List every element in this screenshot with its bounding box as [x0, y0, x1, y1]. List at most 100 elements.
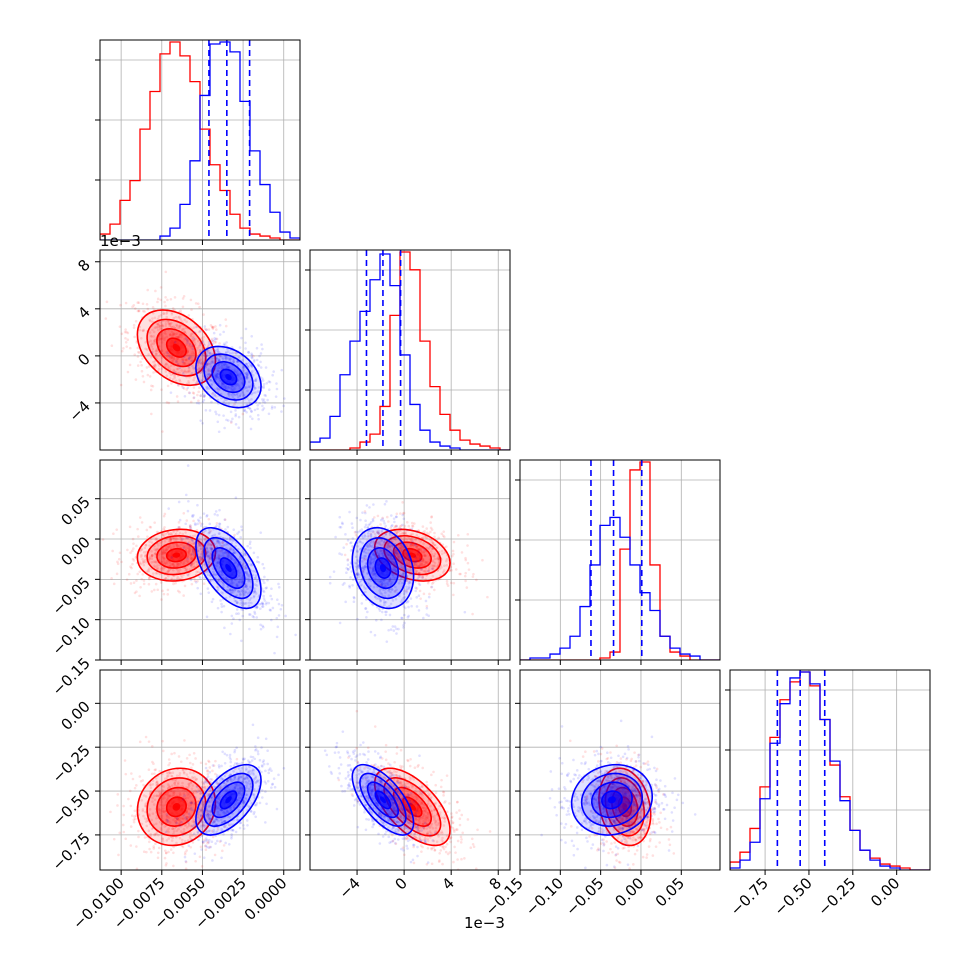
scatter-point	[178, 326, 182, 329]
scatter-point	[159, 337, 163, 340]
scatter-point	[186, 554, 190, 557]
scatter-point	[149, 832, 153, 836]
scatter-point	[211, 391, 215, 395]
scatter-point	[169, 771, 172, 775]
scatter-point	[255, 560, 259, 563]
scatter-point	[386, 542, 390, 546]
scatter-point	[418, 547, 422, 550]
scatter-point	[362, 568, 366, 572]
scatter-point	[277, 602, 281, 606]
scatter-point	[240, 525, 243, 529]
scatter-point	[141, 557, 144, 561]
scatter-point	[367, 542, 370, 546]
scatter-point	[155, 831, 158, 835]
scatter-point	[163, 300, 166, 304]
scatter-point	[230, 622, 234, 625]
scatter-point	[381, 582, 384, 586]
scatter-point	[124, 772, 128, 776]
scatter-point	[430, 547, 434, 551]
scatter-point	[206, 809, 210, 813]
contour-red	[136, 528, 217, 582]
scatter-point	[253, 408, 257, 412]
scatter-point	[349, 576, 352, 579]
scatter-point	[357, 530, 360, 534]
scatter-point	[198, 330, 201, 334]
scatter-point	[250, 769, 254, 773]
scatter-point	[423, 563, 427, 567]
scatter-point	[248, 406, 251, 410]
scatter-point	[210, 829, 214, 833]
scatter-point	[208, 810, 211, 813]
scatter-point	[208, 409, 212, 412]
scatter-point	[178, 577, 181, 581]
scatter-point	[400, 546, 403, 549]
scatter-point	[218, 541, 221, 544]
scatter-point	[247, 779, 251, 783]
scatter-point	[176, 562, 180, 565]
scatter-point	[380, 592, 384, 596]
scatter-point	[394, 569, 398, 572]
scatter-point	[165, 374, 169, 377]
scatter-point	[202, 313, 205, 316]
scatter-point	[130, 566, 133, 570]
scatter-point	[151, 347, 155, 351]
scatter-point	[220, 764, 223, 768]
scatter-point	[144, 554, 147, 558]
scatter-point	[193, 560, 197, 563]
scatter-point	[409, 581, 412, 585]
scatter-point	[177, 316, 180, 319]
scatter-point	[193, 819, 196, 822]
scatter-point	[208, 766, 212, 769]
scatter-point	[422, 542, 425, 545]
scatter-point	[215, 564, 218, 568]
scatter-point	[198, 348, 202, 352]
scatter-point	[190, 538, 194, 542]
scatter-point	[207, 528, 211, 531]
scatter-point	[195, 563, 199, 567]
scatter-point	[353, 531, 357, 534]
scatter-point	[409, 573, 412, 576]
scatter-point	[135, 544, 138, 548]
scatter-point	[377, 553, 380, 557]
scatter-point	[168, 771, 172, 775]
scatter-point	[379, 598, 383, 602]
scatter-point	[205, 615, 209, 619]
scatter-point	[187, 314, 191, 317]
scatter-point	[190, 337, 194, 340]
scatter-point	[388, 604, 391, 608]
scatter-point	[216, 369, 219, 373]
scatter-point	[207, 560, 211, 563]
scatter-point	[210, 325, 214, 329]
scatter-point	[142, 783, 145, 787]
scatter-point	[211, 567, 215, 570]
scatter-point	[156, 323, 159, 326]
scatter-point	[215, 521, 219, 525]
scatter-point	[363, 550, 366, 554]
scatter-point	[334, 535, 337, 539]
scatter-point	[212, 570, 215, 574]
scatter-point	[282, 404, 285, 408]
scatter-point	[396, 555, 400, 559]
scatter-point	[383, 591, 387, 594]
scatter-point	[156, 328, 160, 332]
scatter-point	[155, 794, 159, 798]
scatter-point	[186, 557, 189, 561]
scatter-point	[207, 549, 210, 553]
scatter-point	[144, 553, 147, 557]
scatter-point	[175, 360, 179, 364]
scatter-point	[364, 523, 368, 527]
scatter-point	[186, 542, 190, 545]
scatter-point	[165, 561, 169, 565]
scatter-point	[362, 585, 366, 588]
scatter-point	[364, 607, 368, 610]
scatter-point	[192, 542, 196, 546]
scatter-point	[180, 333, 184, 337]
scatter-point	[201, 781, 204, 784]
scatter-point	[452, 593, 455, 597]
scatter-point	[177, 335, 181, 339]
scatter-point	[185, 519, 189, 522]
scatter-point	[196, 522, 199, 526]
scatter-point	[371, 519, 375, 523]
scatter-point	[212, 820, 216, 823]
scatter-point	[421, 559, 425, 562]
